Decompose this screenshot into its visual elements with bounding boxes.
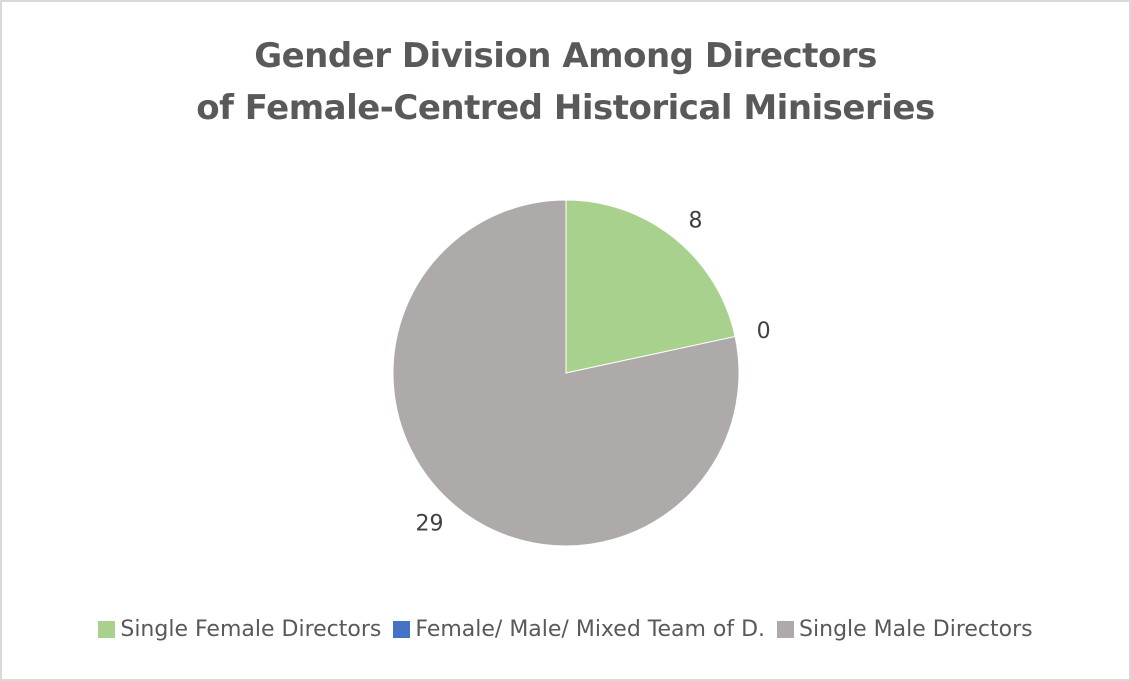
chart-title: Gender Division Among Directors of Femal… xyxy=(0,30,1131,134)
legend-swatch xyxy=(393,621,411,638)
legend-swatch xyxy=(98,621,116,638)
legend-label: Single Female Directors xyxy=(120,617,382,642)
legend-item-single-female: Single Female Directors xyxy=(98,617,381,642)
legend-item-single-male: Single Male Directors xyxy=(777,617,1033,642)
legend-label: Single Male Directors xyxy=(799,617,1033,642)
data-label-mixed-team: 0 xyxy=(757,319,771,344)
data-label-single-male: 29 xyxy=(415,512,443,537)
data-label-single-female: 8 xyxy=(689,208,703,233)
pie-slice-single-male xyxy=(392,199,740,547)
legend-item-mixed-team: Female/ Male/ Mixed Team of D. xyxy=(393,617,765,642)
pie-slice-single-female xyxy=(565,199,736,374)
pie-chart: 8 0 29 xyxy=(392,199,771,547)
chart-title-line-2: of Female-Centred Historical Miniseries xyxy=(196,88,935,128)
legend: Single Female Directors Female/ Male/ Mi… xyxy=(0,617,1131,642)
chart-title-line-1: Gender Division Among Directors xyxy=(254,36,877,76)
legend-swatch xyxy=(777,621,795,638)
legend-label: Female/ Male/ Mixed Team of D. xyxy=(415,617,766,642)
